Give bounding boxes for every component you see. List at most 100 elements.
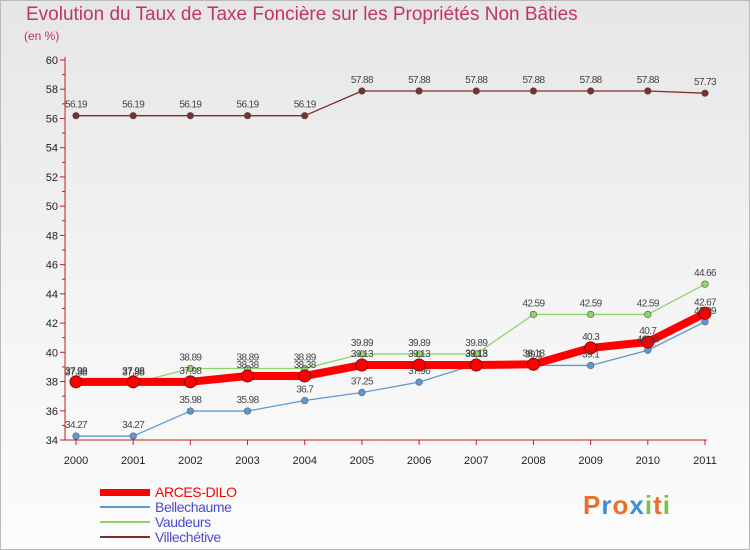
data-label: 38.89 [294,353,317,364]
data-label: 39.13 [351,349,374,360]
y-tick-label: 54 [46,143,58,155]
data-point [69,375,83,389]
y-tick-label: 46 [46,260,58,272]
data-point [186,407,194,415]
data-label: 39.13 [465,349,488,360]
x-tick-label: 2000 [64,455,88,467]
data-label: 42.59 [522,298,545,309]
data-label: 57.88 [522,75,545,86]
data-label: 35.98 [237,395,260,406]
data-label: 39.89 [408,338,431,349]
data-label: 39.13 [408,349,431,360]
legend-swatch [100,521,150,523]
y-tick-label: 50 [46,201,58,213]
data-label: 56.19 [122,100,145,111]
data-label: 40.14 [637,334,660,345]
data-label: 37.88 [122,367,145,378]
x-tick-label: 2001 [121,455,145,467]
x-tick-label: 2008 [521,455,545,467]
data-point [72,112,80,120]
data-point [415,350,423,358]
data-label: 42.59 [637,298,660,309]
y-tick-label: 52 [46,172,58,184]
data-label: 39.89 [351,338,374,349]
data-point [587,87,595,95]
series-line [75,90,706,117]
legend-item: ARCES-DILO [100,484,320,500]
data-label: 57.88 [351,75,374,86]
data-label: 35.98 [179,395,202,406]
x-tick-label: 2007 [464,455,488,467]
x-tick-label: 2003 [235,455,259,467]
data-point [584,341,598,355]
series-line [72,309,709,386]
legend-swatch [100,489,150,496]
x-tick-label: 2004 [292,455,316,467]
legend-label: Bellechaume [155,499,232,515]
data-label: 37.98 [65,366,88,377]
y-tick-label: 34 [46,435,58,447]
data-label: 39.89 [465,338,488,349]
proxiti-logo: Proxiti [583,490,671,521]
data-label: 56.19 [294,100,317,111]
data-point [355,358,369,372]
data-point [529,87,538,95]
data-point [298,369,312,383]
data-label: 39.1 [582,349,600,360]
legend-label: Villechétive [155,529,221,545]
data-point [587,310,595,319]
y-tick-label: 56 [46,113,58,125]
y-tick-label: 38 [46,377,58,389]
data-label: 38.89 [179,353,202,364]
data-label: 38.89 [237,353,260,364]
x-tick-label: 2011 [693,455,717,467]
data-point [587,361,595,370]
data-point [415,87,423,95]
data-point [469,358,483,372]
series-line [75,321,706,437]
data-label: 40.3 [582,332,600,343]
data-label: 39.1 [525,349,543,360]
data-label: 56.19 [65,100,88,111]
data-point [644,87,652,95]
data-point [472,87,480,95]
data-label: 37.88 [65,367,88,378]
data-label: 56.19 [237,100,260,111]
chart-subtitle: (en %) [24,29,60,43]
data-point [412,358,426,372]
legend-item: Bellechaume [100,499,320,515]
logo-letter: P [583,490,602,520]
data-point [358,87,366,95]
data-point [301,396,309,405]
logo-letter: r [601,490,613,520]
data-point [472,350,480,358]
data-label: 38.38 [294,360,317,371]
data-point [186,112,194,120]
data-label: 39.18 [522,348,545,359]
data-label: 40.7 [639,326,657,337]
data-label: 37.25 [351,377,374,388]
data-point [358,350,366,358]
data-point [183,375,197,389]
data-label: 37.96 [408,366,431,377]
chart-legend: ARCES-DILO Bellechaume Vaudeurs Villechétiv… [100,484,320,545]
data-point [641,335,655,349]
y-tick-label: 42 [46,318,58,330]
legend-item: Vaudeurs [100,514,320,530]
data-label: 57.73 [694,77,717,88]
logo-letter: t [653,490,663,520]
x-tick-label: 2002 [178,455,202,467]
x-tick-label: 2006 [407,455,431,467]
data-label: 57.88 [408,75,431,86]
logo-letter: i [644,490,654,520]
data-point [241,369,255,383]
data-point [186,364,194,373]
legend-swatch [100,536,150,538]
y-tick-label: 40 [46,347,58,359]
legend-label: Vaudeurs [155,514,211,530]
data-label: 57.88 [465,75,488,86]
data-label: 57.88 [637,75,660,86]
data-label: 37.98 [122,366,145,377]
data-label: 38.38 [237,360,260,371]
